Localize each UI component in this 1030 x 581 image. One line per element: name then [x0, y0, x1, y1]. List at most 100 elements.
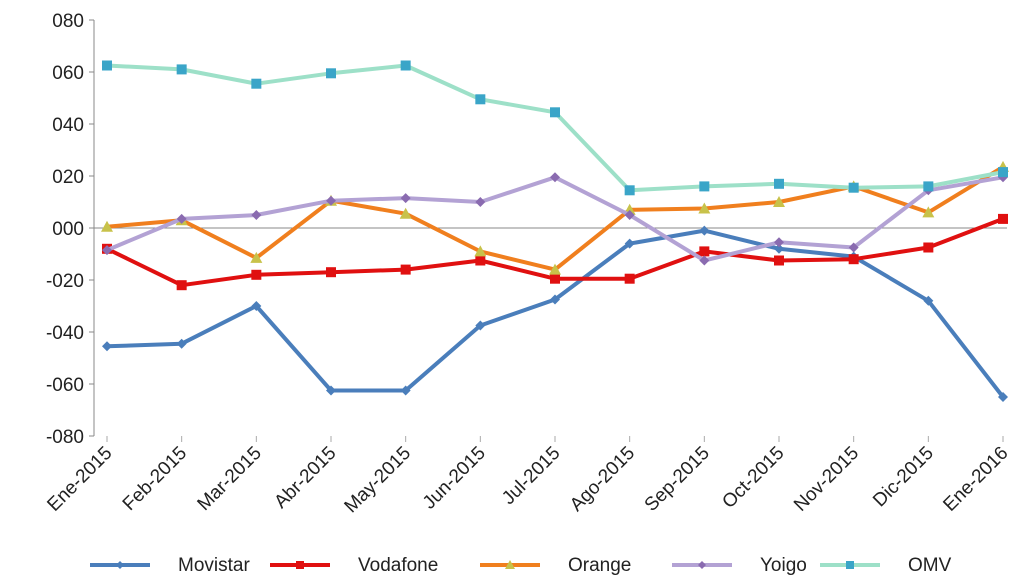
data-point: [251, 210, 262, 220]
data-point: [550, 172, 560, 183]
data-point: [176, 338, 187, 349]
data-point: [774, 237, 784, 248]
data-point: [251, 269, 262, 280]
data-point: [998, 213, 1008, 224]
data-point: [624, 273, 635, 284]
data-point: [774, 178, 784, 189]
x-tick-label: Jun-2015: [419, 443, 490, 514]
data-point: [400, 193, 411, 204]
data-point: [326, 267, 336, 278]
series-movistar: [102, 225, 1008, 402]
y-tick-label: 000: [52, 219, 84, 240]
x-tick-label: Ene-2016: [939, 443, 1012, 516]
y-tick-label: 060: [52, 63, 84, 84]
legend-item-movistar: Movistar: [90, 555, 250, 576]
data-point: [699, 181, 710, 192]
x-tick-label: May-2015: [341, 443, 416, 518]
x-tick-label: Nov-2015: [790, 443, 863, 516]
series-line: [105, 164, 1005, 272]
data-point: [505, 560, 515, 569]
data-point: [250, 251, 263, 263]
data-point: [176, 280, 187, 291]
y-tick-label: -080: [46, 427, 84, 448]
series-lines: [101, 60, 1009, 402]
data-point: [251, 301, 262, 311]
y-tick-label: 040: [52, 115, 84, 136]
y-tick-label: -040: [46, 323, 84, 344]
data-point: [550, 273, 560, 284]
data-point: [774, 255, 784, 266]
data-point: [400, 385, 411, 396]
data-point: [326, 68, 336, 79]
data-point: [848, 254, 859, 265]
series-vodafone: [102, 213, 1008, 291]
x-tick-label: Sep-2015: [641, 443, 714, 516]
data-point: [400, 264, 411, 275]
data-point: [326, 385, 336, 396]
data-point: [998, 392, 1008, 402]
data-point: [326, 195, 336, 206]
data-point: [550, 294, 560, 305]
data-point: [624, 238, 635, 249]
data-point: [922, 206, 935, 218]
data-point: [923, 295, 934, 306]
data-point: [699, 255, 710, 266]
data-point: [549, 263, 561, 275]
y-tick-label: 020: [52, 167, 84, 188]
data-point: [699, 225, 710, 236]
x-tick-label: Abr-2015: [270, 443, 340, 513]
data-point: [102, 341, 112, 352]
data-point: [699, 246, 710, 257]
data-point: [846, 561, 854, 569]
legend-label: Yoigo: [760, 555, 807, 576]
series-omv: [102, 60, 1008, 196]
x-tick-label: Ene-2015: [43, 443, 116, 516]
data-point: [774, 243, 784, 254]
data-point: [296, 561, 304, 569]
x-tick-label: Ago-2015: [566, 443, 639, 516]
data-point: [998, 167, 1008, 178]
data-point: [102, 60, 112, 71]
data-point: [698, 202, 711, 214]
data-point: [400, 60, 411, 71]
x-tick-label: Jul-2015: [498, 443, 564, 509]
y-tick-label: 080: [52, 11, 84, 32]
data-point: [475, 255, 486, 266]
data-point: [101, 220, 113, 232]
data-point: [773, 196, 785, 207]
data-point: [176, 213, 187, 224]
data-point: [550, 107, 560, 118]
data-point: [474, 245, 487, 257]
legend-item-vodafone: Vodafone: [270, 555, 438, 576]
data-point: [624, 185, 635, 196]
data-point: [848, 242, 859, 253]
data-point: [475, 320, 486, 331]
data-point: [475, 94, 486, 105]
data-point: [698, 561, 706, 569]
legend-label: OMV: [908, 555, 952, 576]
data-point: [116, 561, 124, 569]
data-point: [624, 210, 635, 220]
data-point: [848, 182, 859, 193]
legend-item-orange: Orange: [480, 555, 631, 576]
data-point: [399, 207, 412, 219]
data-point: [251, 78, 262, 89]
legend-item-omv: OMV: [820, 555, 952, 576]
x-tick-label: Dic-2015: [869, 443, 938, 512]
legend-label: Vodafone: [358, 555, 438, 576]
data-point: [475, 197, 486, 207]
data-point: [102, 245, 112, 256]
y-tick-label: -020: [46, 271, 84, 292]
data-point: [923, 181, 934, 192]
x-tick-label: Oct-2015: [718, 443, 788, 513]
data-point: [923, 242, 934, 253]
legend: Movistar Vodafone Orange Yoigo OMV: [90, 555, 952, 576]
x-tick-label: Mar-2015: [194, 443, 266, 515]
series-line: [105, 63, 1005, 193]
legend-label: Orange: [568, 555, 631, 576]
data-point: [176, 64, 187, 75]
legend-label: Movistar: [178, 555, 250, 576]
x-tick-label: Feb-2015: [119, 443, 191, 515]
